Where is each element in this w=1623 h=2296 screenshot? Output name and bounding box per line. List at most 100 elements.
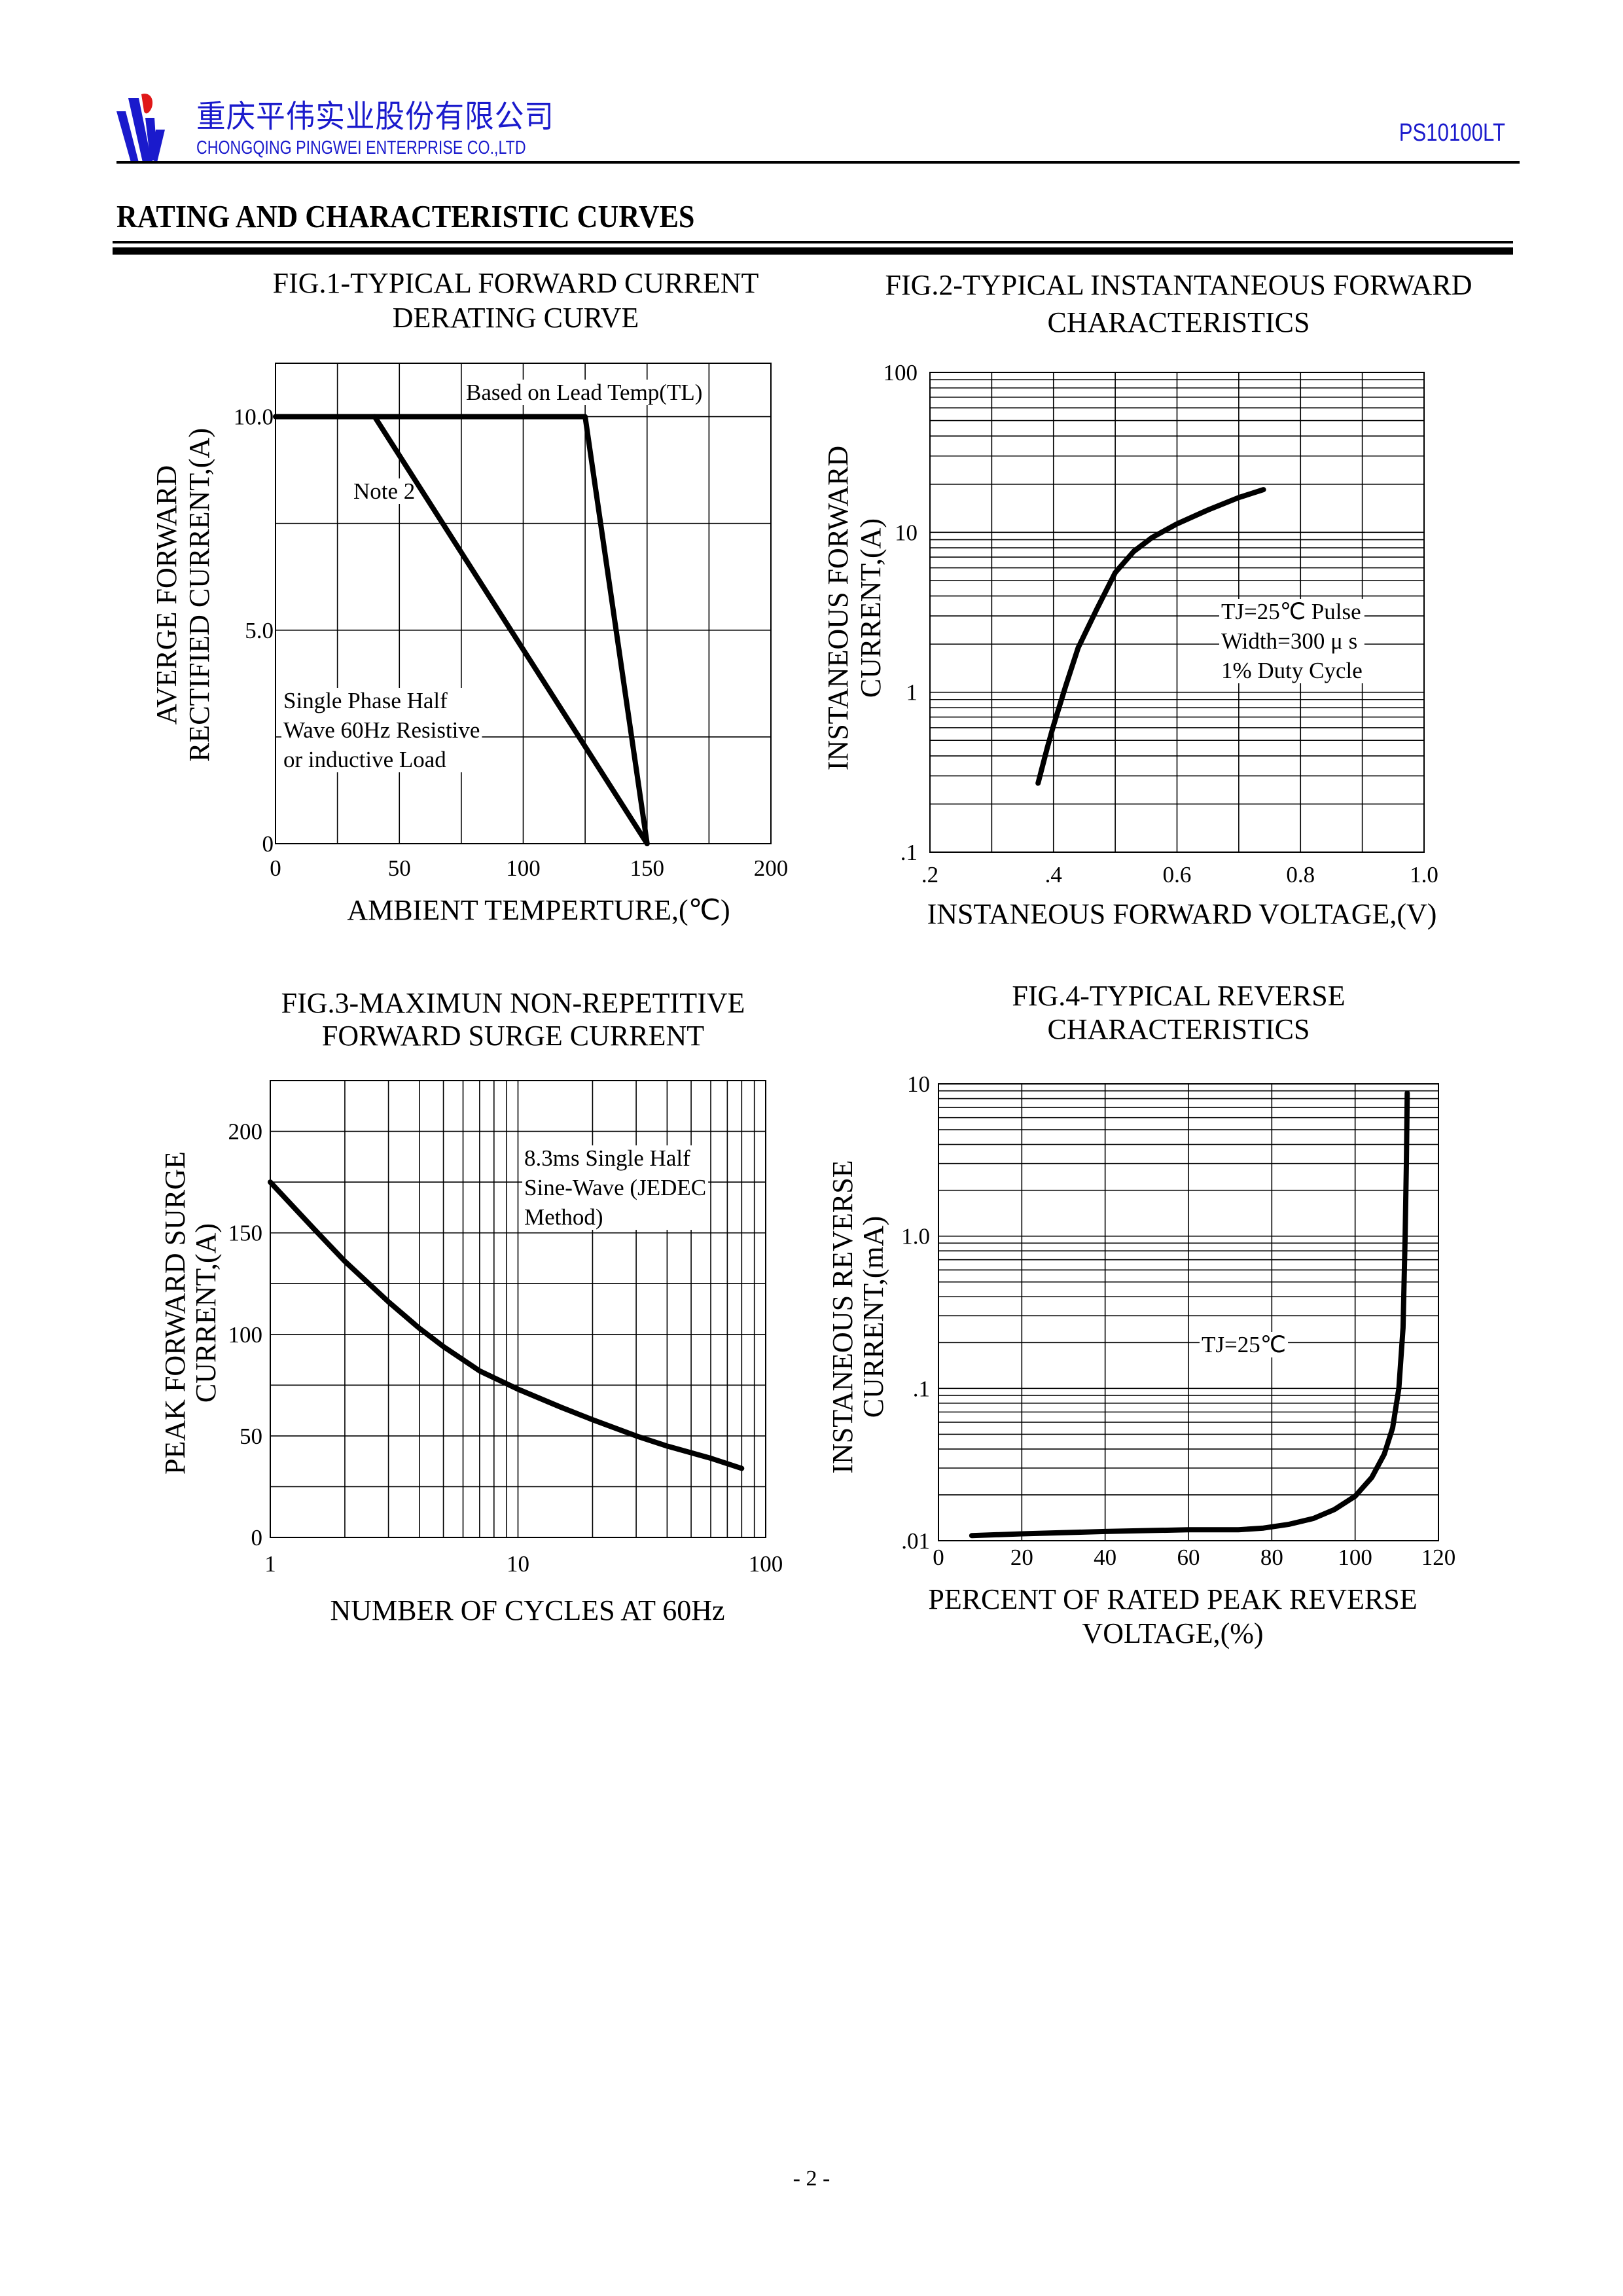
x-tick-label: 60 (1177, 1545, 1200, 1570)
annotation: Note 2 (351, 478, 418, 504)
y-axis-label: CURRENT,(A) (855, 518, 887, 698)
y-axis-label: AVERGE FORWARD (151, 465, 183, 725)
x-tick-label: 50 (388, 855, 411, 881)
annotation-background (1200, 1332, 1289, 1357)
y-tick-label: 200 (228, 1119, 263, 1145)
grid (929, 372, 1425, 853)
annotation-text: TJ=25℃ Pulse (1221, 599, 1361, 624)
chart-title: CHARACTERISTICS (1048, 306, 1310, 338)
annotation: 8.3ms Single Half Sine-Wave (JEDEC Method) (522, 1145, 709, 1230)
chart-fig-4: TJ=25℃ 0 20 40 60 80 100 120 .01 .1 1.0 10 FIG.4-TYP… (827, 980, 1455, 1649)
company-name-english: CHONGQING PINGWEI ENTERPRISE CO.,LTD (196, 137, 526, 158)
series-line (1035, 487, 1266, 786)
plot-frame (938, 1083, 1439, 1541)
x-tick-label: 150 (630, 855, 665, 881)
company-name-chinese: 重庆平伟实业股份有限公司 (196, 98, 554, 135)
x-axis-label: AMBIENT TEMPERTURE,(℃) (347, 894, 730, 926)
series-line (969, 1090, 1410, 1539)
y-tick-label: 150 (228, 1221, 263, 1246)
x-tick-label: 0 (933, 1545, 944, 1570)
grid (938, 1083, 1439, 1541)
annotation-background (281, 688, 482, 772)
x-tick-label: 80 (1260, 1545, 1283, 1570)
annotation-text: or inductive Load (283, 747, 446, 772)
series-line (372, 414, 650, 846)
chart-title: FIG.4-TYPICAL REVERSE (1012, 980, 1345, 1012)
x-axis-label: VOLTAGE,(%) (1082, 1617, 1263, 1649)
y-tick-label: 100 (228, 1322, 263, 1348)
x-tick-label: 100 (506, 855, 541, 881)
chart-title: DERATING CURVE (393, 302, 639, 334)
annotation-background (351, 478, 418, 504)
title-divider-thick (113, 247, 1513, 255)
y-axis-label: CURRENT,(mA) (857, 1216, 889, 1418)
chart-title: FIG.2-TYPICAL INSTANTANEOUS FORWARD (885, 269, 1472, 301)
series-line (273, 414, 650, 846)
plot-frame (929, 372, 1425, 853)
y-tick-label: 10 (907, 1071, 930, 1097)
annotation-text: Based on Lead Temp(TL) (466, 380, 702, 405)
y-tick-label: 10.0 (234, 404, 274, 430)
annotation-background (522, 1145, 709, 1230)
x-axis-label: NUMBER OF CYCLES AT 60Hz (330, 1594, 724, 1626)
x-tick-label: 20 (1010, 1545, 1033, 1570)
annotation-text: TJ=25℃ (1202, 1332, 1286, 1357)
annotation-background (1219, 599, 1364, 683)
y-axis-label: RECTIFIED CURRENT,(A) (183, 428, 215, 762)
x-tick-label: 0.8 (1286, 862, 1315, 888)
chart-fig-2: TJ=25℃ Pulse Width=300 μ s 1% Duty Cycle .2… (822, 269, 1472, 930)
x-tick-label: 0 (270, 855, 281, 881)
chart-title: FIG.1-TYPICAL FORWARD CURRENT (273, 267, 759, 299)
annotation: TJ=25℃ Pulse Width=300 μ s 1% Duty Cycle (1219, 599, 1364, 683)
annotation-text: Wave 60Hz Resistive (283, 717, 480, 743)
annotation-text: Note 2 (353, 478, 415, 504)
x-tick-label: 1.0 (1410, 862, 1438, 888)
annotation-text: Width=300 μ s (1221, 628, 1357, 654)
x-tick-label: 120 (1421, 1545, 1456, 1570)
annotation-text: 1% Duty Cycle (1221, 658, 1363, 683)
header-divider (116, 161, 1520, 164)
x-tick-label: .4 (1045, 862, 1062, 888)
y-tick-label: 50 (240, 1424, 262, 1449)
title-divider-thin (113, 241, 1513, 243)
y-tick-label: 100 (883, 360, 918, 386)
annotation-text: Sine-Wave (JEDEC (524, 1175, 706, 1200)
annotation: Based on Lead Temp(TL) (464, 380, 705, 405)
x-tick-label: 1 (264, 1551, 276, 1577)
y-tick-label: .01 (901, 1528, 930, 1554)
x-tick-label: 100 (1338, 1545, 1372, 1570)
x-tick-label: 0.6 (1163, 862, 1192, 888)
chart-fig-1: Based on Lead Temp(TL) Note 2 Single Phase… (151, 267, 788, 926)
y-tick-label: .1 (901, 840, 918, 865)
x-tick-label: 40 (1094, 1545, 1116, 1570)
y-axis-label: CURRENT,(A) (190, 1223, 222, 1403)
annotation-text: 8.3ms Single Half (524, 1145, 690, 1171)
part-number: PS10100LT (1399, 119, 1505, 147)
x-tick-label: .2 (921, 862, 938, 888)
company-logo (116, 92, 192, 164)
annotation: Single Phase Half Wave 60Hz Resistive or i… (281, 688, 482, 772)
y-tick-label: 5.0 (245, 618, 274, 643)
y-axis-label: INSTANEOUS FORWARD (822, 446, 854, 770)
annotation: TJ=25℃ (1200, 1332, 1289, 1357)
y-axis-label: PEAK FORWARD SURGE (159, 1151, 191, 1475)
chart-title: FORWARD SURGE CURRENT (322, 1020, 704, 1052)
annotation-background (464, 380, 705, 405)
chart-fig-3: 8.3ms Single Half Sine-Wave (JEDEC Method)… (159, 987, 783, 1626)
x-tick-label: 200 (754, 855, 789, 881)
x-tick-label: 100 (749, 1551, 783, 1577)
page-title: RATING AND CHARACTERISTIC CURVES (116, 198, 695, 234)
plot-frame (270, 1080, 766, 1538)
y-tick-label: .1 (913, 1376, 930, 1401)
page-number: - 2 - (793, 2166, 830, 2191)
x-tick-label: 10 (507, 1551, 529, 1577)
plot-frame (275, 363, 772, 844)
y-tick-label: 10 (895, 520, 918, 545)
y-tick-label: 1 (906, 680, 918, 706)
x-axis-label: INSTANEOUS FORWARD VOLTAGE,(V) (927, 898, 1437, 930)
y-tick-label: 0 (251, 1525, 263, 1551)
y-tick-label: 1.0 (901, 1224, 930, 1249)
annotation-text: Method) (524, 1204, 603, 1230)
chart-title: CHARACTERISTICS (1048, 1013, 1310, 1045)
